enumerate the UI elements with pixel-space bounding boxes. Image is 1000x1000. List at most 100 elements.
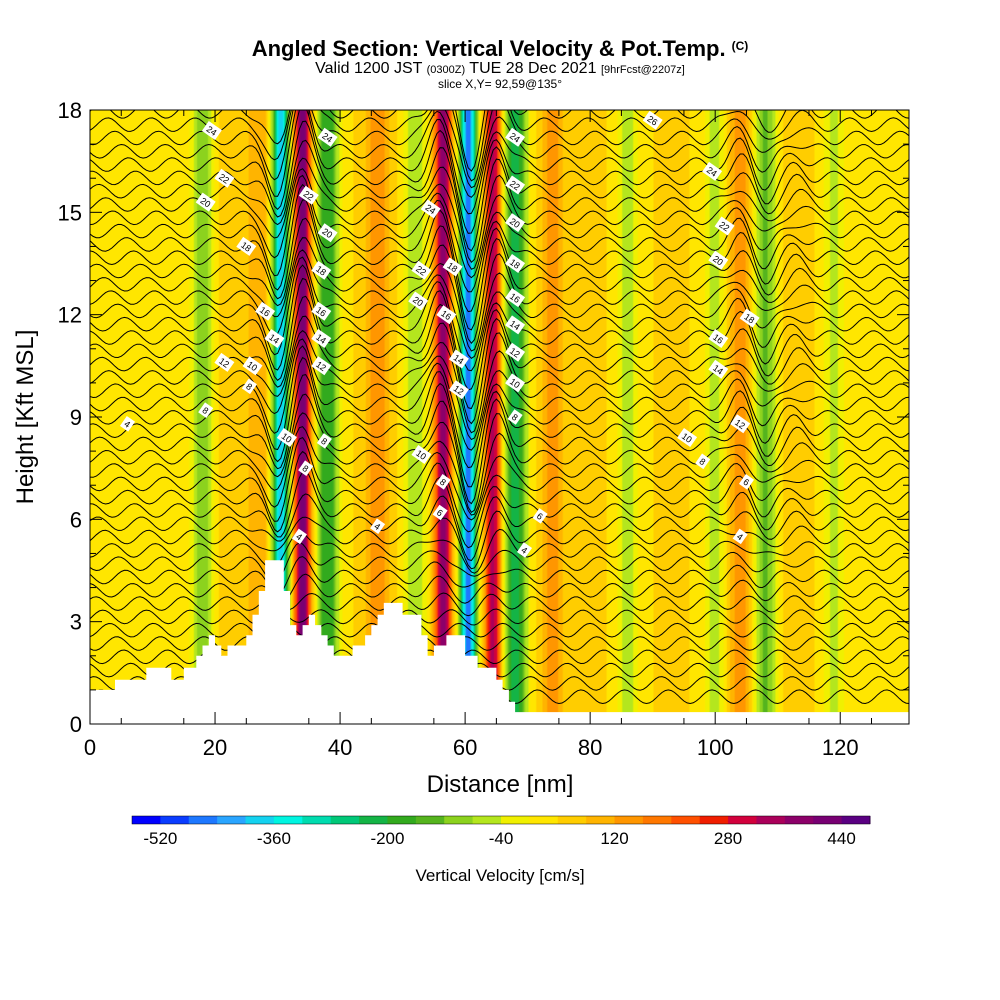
contour-label: 18 (236, 236, 257, 256)
contour-label-text: 10 (280, 431, 294, 445)
theta-contour-line (90, 110, 909, 215)
theta-contour-line (90, 249, 909, 352)
theta-contour-line (90, 264, 909, 372)
theta-contour-line (90, 237, 909, 344)
contour-label: 8 (695, 453, 711, 470)
contour-label: 24 (317, 127, 338, 147)
contour-label-text: 20 (711, 254, 725, 268)
colorbar-tick-label: -520 (143, 829, 177, 848)
theta-contour-line (90, 573, 909, 604)
theta-contour-line (90, 120, 909, 234)
y-tick-label: 15 (58, 200, 82, 225)
copyright-mark: (C) (731, 39, 749, 53)
colorbar-tick-label: 440 (827, 829, 855, 848)
colorbar-swatch (273, 816, 303, 824)
contour-label-text: 16 (439, 308, 453, 322)
theta-contour-line (90, 345, 909, 451)
contour-label-text: 8 (300, 463, 310, 474)
contour-label: 6 (738, 474, 755, 490)
theta-contour-line (90, 412, 909, 514)
colorbar-swatch (784, 816, 814, 824)
colorbar-tick-label: 120 (600, 829, 628, 848)
contour-label-text: 24 (423, 202, 437, 216)
y-tick-label: 18 (58, 98, 82, 123)
contour-label-text: 14 (267, 332, 281, 346)
theta-contour-line (90, 374, 909, 488)
contour-label-text: 22 (302, 189, 316, 203)
y-tick-label: 3 (70, 610, 82, 635)
contour-label: 18 (505, 253, 526, 274)
contour-label-text: 20 (508, 216, 522, 230)
colorbar-swatch (642, 816, 672, 824)
colorbar-swatch (557, 816, 587, 824)
colorbar-frame (131, 815, 871, 825)
contour-label-text: 14 (711, 363, 725, 377)
contour-label-text: 24 (205, 124, 219, 138)
colorbar-swatch (245, 816, 275, 824)
colorbar: -520 -360 -200 -40 120 280 440 (131, 815, 871, 848)
contour-label-text: 16 (508, 291, 522, 305)
theta-contour-line (90, 426, 909, 516)
contour-label-text: 10 (680, 431, 694, 445)
contour-label: 8 (298, 460, 314, 476)
colorbar-tick-label: -360 (257, 829, 291, 848)
x-tick-label: 0 (84, 735, 96, 760)
theta-contour-line (90, 393, 909, 505)
chart-title: Angled Section: Vertical Velocity & Pot.… (0, 36, 1000, 62)
contour-label: 8 (316, 433, 332, 449)
colorbar-swatch (217, 816, 247, 824)
x-tick-label: 100 (697, 735, 734, 760)
contour-label-text: 22 (717, 219, 731, 233)
contour-label-text: 16 (314, 305, 328, 319)
colorbar-swatch (359, 816, 388, 824)
colorbar-swatch (529, 816, 559, 824)
contour-label-text: 6 (535, 511, 545, 522)
contour-label: 6 (532, 508, 548, 524)
contour-label: 14 (448, 349, 469, 369)
y-tick-label: 12 (58, 303, 82, 328)
theta-contour-line (90, 338, 909, 441)
contour-label: 24 (420, 199, 441, 219)
contour-label: 6 (432, 504, 448, 521)
contour-label: 12 (730, 414, 751, 434)
contour-label-text: 4 (735, 531, 745, 542)
contour-label-text: 22 (217, 172, 231, 186)
colorbar-swatch (614, 816, 644, 824)
theta-contour-line (90, 295, 909, 410)
colorbar-swatch (415, 816, 445, 824)
contour-label: 20 (195, 192, 216, 212)
contour-label: 10 (411, 444, 432, 465)
theta-contour-line (90, 592, 909, 617)
contour-label-text: 4 (122, 419, 132, 430)
contour-label-text: 8 (510, 412, 520, 423)
contour-label: 10 (505, 373, 526, 393)
contour-label-text: 24 (508, 131, 522, 145)
x-tick-label: 80 (578, 735, 602, 760)
contour-label-text: 18 (314, 264, 328, 278)
theta-contour-line (90, 493, 909, 562)
theta-contour-line (90, 542, 909, 584)
theta-contour-line (90, 256, 909, 359)
y-tick-label: 9 (70, 405, 82, 430)
contour-label: 10 (276, 427, 297, 448)
theta-contour-line (90, 510, 909, 570)
theta-contour-line (90, 608, 909, 626)
colorbar-swatch (699, 816, 729, 824)
contour-label: 12 (311, 356, 332, 376)
contour-label: 12 (448, 380, 469, 400)
contour-label-text: 4 (294, 531, 304, 542)
colorbar-tick-label: -200 (370, 829, 404, 848)
contour-label-text: 22 (414, 264, 428, 278)
contour-label: 12 (505, 342, 526, 362)
contour-label-text: 14 (314, 332, 328, 346)
x-tick-label: 120 (822, 735, 859, 760)
x-tick-label: 40 (328, 735, 352, 760)
theta-contour-line (90, 110, 909, 182)
contour-label-text: 10 (508, 376, 522, 390)
contour-label: 14 (264, 328, 285, 349)
contour-label: 18 (311, 260, 332, 280)
contour-label-text: 24 (705, 165, 719, 179)
contour-label-text: 6 (435, 507, 445, 518)
colorbar-swatch (813, 816, 843, 824)
